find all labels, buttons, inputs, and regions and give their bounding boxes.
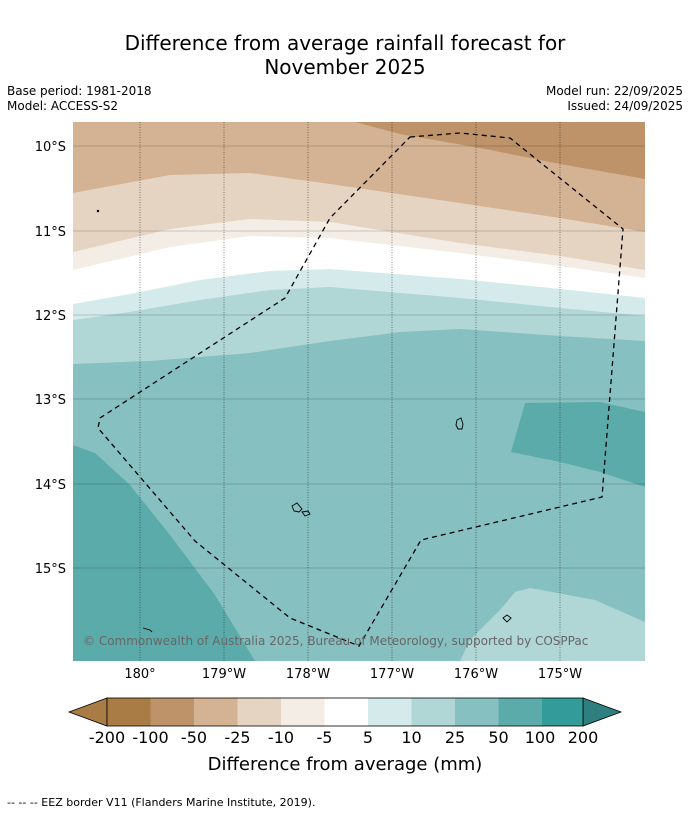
islands [96, 209, 512, 633]
title-line-1: Difference from average rainfall forecas… [124, 31, 566, 55]
colorbar-tick: -100 [132, 728, 168, 747]
colorbar-tick: 100 [525, 728, 556, 747]
colorbar-tick: -5 [317, 728, 333, 747]
latitude-lines [73, 145, 645, 569]
lat-label: 12°S [35, 309, 66, 324]
lat-label: 13°S [35, 393, 66, 408]
colorbar-tick: 50 [488, 728, 508, 747]
lat-label: 14°S [35, 478, 66, 493]
band-50-100-west [73, 445, 255, 661]
colorbar-segment [194, 698, 238, 726]
colorbar-tick: -10 [268, 728, 294, 747]
meta-right: Model run: 22/09/2025 Issued: 24/09/2025 [546, 84, 683, 114]
lat-label: 15°S [35, 562, 66, 577]
colorbar-segment [368, 698, 412, 726]
colorbar-tick: 25 [445, 728, 465, 747]
colorbar-segment [411, 698, 455, 726]
colorbar-tick: 200 [568, 728, 599, 747]
colorbar-tick: -200 [89, 728, 125, 747]
rainfall-map [73, 122, 645, 661]
colorbar-segment-last [542, 698, 583, 726]
colorbar-arrow-low [67, 697, 108, 727]
model-name: Model: ACCESS-S2 [7, 99, 119, 113]
meta-left: Base period: 1981-2018 Model: ACCESS-S2 [7, 84, 152, 114]
band-50-100-east [511, 402, 645, 487]
eez-border [97, 132, 624, 647]
colorbar-outline [106, 697, 584, 727]
title-line-2: November 2025 [264, 55, 426, 79]
colorbar-tick: -50 [181, 728, 207, 747]
island-south-east [502, 614, 512, 623]
lon-label: 177°W [370, 667, 414, 682]
colorbar-tick: -25 [224, 728, 250, 747]
island-central-1 [291, 502, 303, 513]
colorbar-segment [237, 698, 281, 726]
colorbar-segment [107, 698, 151, 726]
island-north [455, 417, 464, 430]
copyright-text: © Commonwealth of Australia 2025, Bureau… [83, 634, 588, 648]
colorbar-segment [498, 698, 542, 726]
colorbar-arrow-high [582, 697, 623, 727]
colorbar-segment [281, 698, 325, 726]
colorbar-label: Difference from average (mm) [208, 754, 483, 775]
lon-label: 176°W [454, 667, 498, 682]
lon-label: 179°W [202, 667, 246, 682]
model-run: Model run: 22/09/2025 [545, 84, 683, 98]
lon-label: 178°W [286, 667, 330, 682]
island-central-2 [301, 510, 311, 517]
colorbar-ticks: -200 -100 -50 -25 -10 -5 5 10 25 50 100 … [89, 728, 598, 747]
colorbar-segment [150, 698, 194, 726]
lon-label: 175°W [538, 667, 582, 682]
band-10-25-south [460, 588, 645, 661]
lat-axis: 10°S 11°S 12°S 13°S 14°S 15°S [35, 140, 66, 577]
map-title: Difference from average rainfall forecas… [0, 31, 690, 79]
issued-date: Issued: 24/09/2025 [567, 99, 683, 113]
lon-label: 180° [124, 667, 155, 682]
lat-label: 11°S [35, 225, 66, 240]
base-period: Base period: 1981-2018 [7, 84, 152, 98]
colorbar [67, 697, 623, 727]
colorbar-segment [324, 698, 368, 726]
colorbar-tick: 5 [363, 728, 373, 747]
colorbar-segment [455, 698, 499, 726]
lat-label: 10°S [35, 140, 66, 155]
island-south-west [142, 627, 153, 633]
footer-note: -- -- -- EEZ border V11 (Flanders Marine… [7, 796, 316, 809]
island-dot [96, 209, 100, 213]
colorbar-tick: 10 [401, 728, 421, 747]
band-minus50-100 [355, 122, 645, 179]
lon-axis: 180° 179°W 178°W 177°W 176°W 175°W [124, 667, 582, 682]
